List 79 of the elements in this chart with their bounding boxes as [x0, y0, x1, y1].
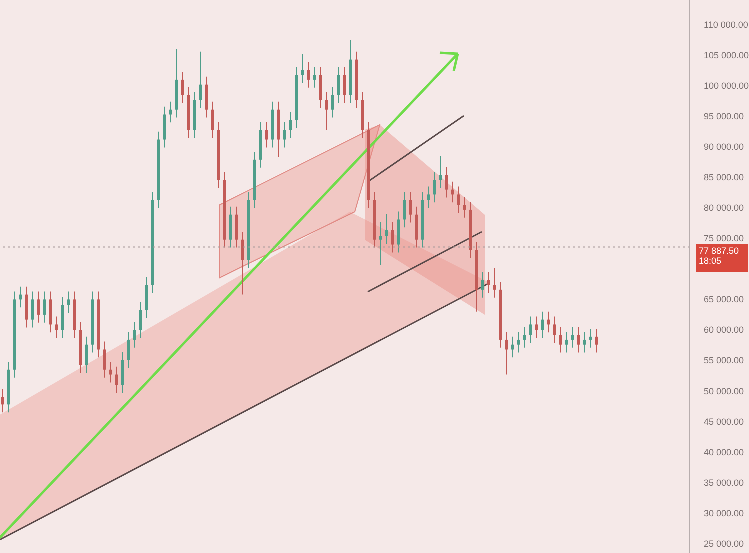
- candlestick: [446, 166, 448, 198]
- candlestick: [44, 291, 46, 324]
- candlestick: [338, 66, 340, 104]
- candlestick: [32, 291, 34, 328]
- candlestick: [380, 222, 382, 266]
- y-tick-label: 85 000.00: [704, 172, 744, 183]
- y-tick-label: 60 000.00: [704, 325, 744, 336]
- candlestick: [596, 328, 598, 354]
- candlestick: [494, 267, 496, 298]
- candlestick: [560, 326, 562, 354]
- y-tick-label: 80 000.00: [704, 203, 744, 214]
- text: 18:05: [699, 256, 722, 266]
- candlestick: [212, 101, 214, 138]
- candlestick: [290, 112, 292, 138]
- candlestick: [464, 196, 466, 218]
- candlestick: [542, 311, 544, 339]
- y-tick-label: 30 000.00: [704, 508, 744, 518]
- text: 77 887.50: [699, 246, 740, 256]
- candlestick: [242, 231, 244, 296]
- candlestick: [56, 316, 58, 339]
- y-tick-label: 35 000.00: [704, 478, 744, 488]
- candlestick: [182, 72, 184, 104]
- candlestick: [404, 192, 406, 228]
- candlestick: [554, 316, 556, 344]
- y-tick-label: 90 000.00: [704, 142, 744, 152]
- candlestick: [524, 326, 526, 348]
- y-tick-label: 75 000.00: [704, 234, 744, 244]
- candlestick: [86, 336, 88, 374]
- candlestick: [590, 328, 592, 348]
- candlestick: [344, 66, 346, 104]
- candlestick: [518, 332, 520, 354]
- candlestick: [482, 272, 484, 298]
- candlestick: [548, 311, 550, 334]
- y-tick-label: 45 000.00: [704, 416, 744, 427]
- y-tick-label: 110 000.00: [704, 20, 748, 30]
- candlestick: [20, 286, 22, 308]
- candlestick: [200, 51, 202, 109]
- candlestick: [326, 92, 328, 131]
- candlestick: [104, 341, 106, 378]
- candlestick: [116, 366, 118, 394]
- candlestick: [530, 316, 532, 344]
- candlestick: [440, 156, 442, 188]
- y-tick-label: 55 000.00: [704, 356, 744, 366]
- candlestick: [584, 332, 586, 354]
- candlestick: [458, 186, 460, 214]
- candlestick: [134, 322, 136, 348]
- candlestick: [566, 332, 568, 354]
- candlestick: [2, 388, 4, 414]
- candlestick: [68, 291, 70, 314]
- y-tick-label: 100 000.00: [704, 81, 749, 92]
- candlestick: [140, 302, 142, 339]
- candlestick: [302, 54, 304, 84]
- candlestick: [488, 272, 490, 294]
- candlestick: [410, 192, 412, 224]
- candlestick: [170, 101, 172, 124]
- candlestick: [110, 361, 112, 384]
- candlestick: [536, 316, 538, 339]
- candlestick: [428, 186, 430, 209]
- candlestick: [578, 326, 580, 354]
- candlestick: [284, 122, 286, 148]
- candlestick: [386, 214, 388, 245]
- candlestick: [434, 172, 436, 204]
- candlestick: [308, 62, 310, 88]
- candlestick: [506, 332, 508, 376]
- y-tick-label: 25 000.00: [704, 538, 744, 549]
- candlestick: [332, 86, 334, 118]
- candlestick: [314, 66, 316, 88]
- candlestick: [266, 122, 268, 148]
- candlestick: [38, 291, 40, 324]
- candlestick: [452, 181, 454, 204]
- y-tick-label: 95 000.00: [704, 112, 744, 122]
- y-tick-label: 40 000.00: [704, 447, 744, 458]
- candlestick: [512, 336, 514, 358]
- candlestick: [128, 332, 130, 369]
- candlestick: [392, 222, 394, 254]
- candlestick: [572, 326, 574, 348]
- y-tick-label: 50 000.00: [704, 386, 744, 396]
- y-tick-label: 105 000.00: [704, 50, 749, 61]
- y-tick-label: 65 000.00: [704, 294, 744, 305]
